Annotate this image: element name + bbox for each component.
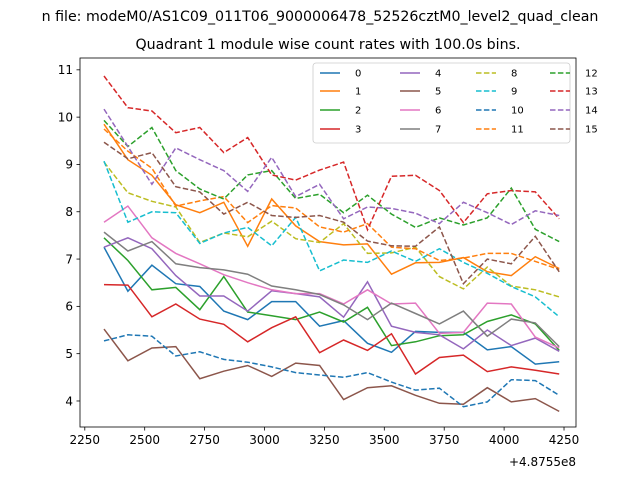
y-tick-label: 9 <box>65 158 73 172</box>
y-tick-label: 5 <box>65 347 73 361</box>
y-tick-label: 7 <box>65 252 73 266</box>
legend-label-10: 10 <box>511 106 524 117</box>
series-line-15 <box>103 141 560 286</box>
x-tick-label: 2250 <box>70 433 101 447</box>
legend-label-7: 7 <box>435 125 441 136</box>
y-tick-label: 8 <box>65 205 73 219</box>
legend-label-2: 2 <box>355 106 361 117</box>
series-line-4 <box>103 236 560 352</box>
chart-title: Quadrant 1 module wise count rates with … <box>135 37 520 53</box>
series-line-5 <box>103 328 560 413</box>
legend-label-5: 5 <box>435 87 441 98</box>
series-line-0 <box>103 246 560 365</box>
axes-frame <box>79 57 577 428</box>
legend-label-9: 9 <box>511 87 517 98</box>
x-tick-label: 4000 <box>489 433 520 447</box>
series-line-9 <box>103 160 560 318</box>
y-tick-label: 4 <box>65 394 73 408</box>
legend-label-13: 13 <box>585 87 598 98</box>
x-tick-label: 3500 <box>369 433 400 447</box>
legend-label-8: 8 <box>511 69 517 80</box>
x-tick-label: 2500 <box>129 433 160 447</box>
x-offset-label: +4.8755e8 <box>509 455 576 469</box>
legend-label-11: 11 <box>511 125 524 136</box>
series-line-1 <box>103 123 560 277</box>
series-line-12 <box>103 119 560 243</box>
legend-label-14: 14 <box>585 106 598 117</box>
series-line-6 <box>103 205 560 349</box>
legend-label-12: 12 <box>585 69 598 80</box>
series-line-8 <box>103 161 560 298</box>
series-line-14 <box>103 108 560 226</box>
figure-suptitle: n file: modeM0/AS1C09_011T06_9000006478_… <box>42 9 599 25</box>
x-tick-label: 3000 <box>249 433 280 447</box>
legend-box <box>312 62 571 144</box>
series-line-2 <box>103 237 560 351</box>
series-line-13 <box>103 75 560 232</box>
y-tick-label: 11 <box>58 63 73 77</box>
y-tick-label: 6 <box>65 300 73 314</box>
series-line-11 <box>103 128 560 271</box>
legend-label-15: 15 <box>585 125 598 136</box>
legend-label-6: 6 <box>435 106 441 117</box>
legend-label-4: 4 <box>435 69 441 80</box>
x-tick-label: 3750 <box>429 433 460 447</box>
y-tick-label: 10 <box>58 110 73 124</box>
series-line-3 <box>103 283 560 376</box>
x-tick-label: 3250 <box>309 433 340 447</box>
x-tick-label: 4250 <box>549 433 580 447</box>
x-tick-label: 2750 <box>189 433 220 447</box>
series-line-10 <box>103 334 560 408</box>
legend-label-1: 1 <box>355 87 361 98</box>
series-line-7 <box>103 231 560 348</box>
legend-label-3: 3 <box>355 125 361 136</box>
plot-area: 2250 2500 2750 3000 3250 3500 3750 4000 42504567… <box>58 57 598 447</box>
legend-label-0: 0 <box>355 69 361 80</box>
